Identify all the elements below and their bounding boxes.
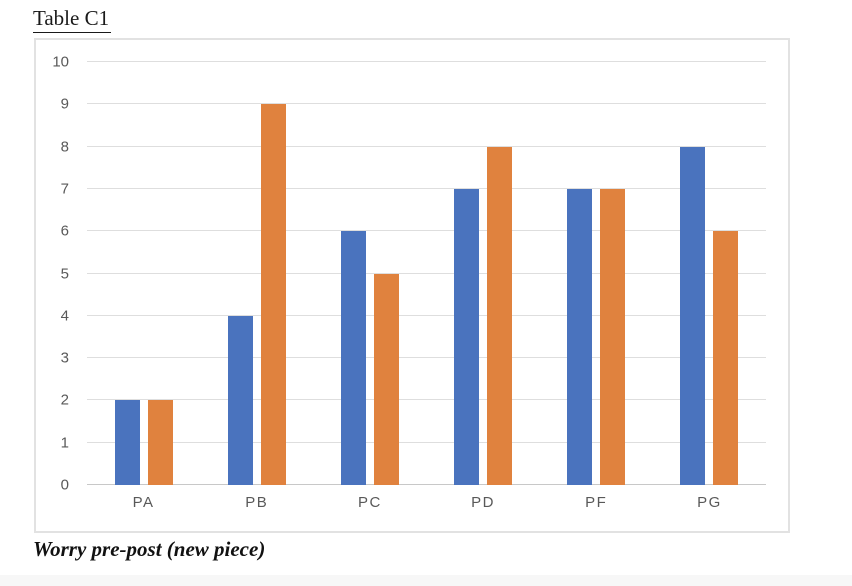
y-tick-label: 7	[60, 180, 69, 198]
bar-post	[600, 188, 626, 485]
y-tick-label: 4	[60, 307, 69, 325]
y-tick-label: 1	[60, 434, 69, 452]
bar-group	[200, 62, 313, 485]
y-tick-label: 5	[60, 265, 69, 282]
figure-title: Table C1	[33, 6, 112, 33]
gridline	[87, 61, 766, 62]
gridline	[87, 145, 766, 147]
gridline	[87, 441, 766, 443]
bar-group	[87, 62, 200, 485]
bar-group	[313, 62, 426, 485]
gridline	[87, 272, 766, 274]
x-axis-label: PA	[132, 494, 155, 511]
bar-post	[147, 400, 173, 485]
chart-frame: 0 1 2 3 4 5 6 7 8 9 10 PA PB PC PD PF PG	[34, 38, 790, 533]
bar-pre	[340, 231, 366, 485]
footer-strip	[0, 575, 852, 586]
bar-pre	[567, 188, 593, 485]
y-tick-label: 9	[60, 95, 69, 113]
x-axis-label: PD	[471, 494, 495, 511]
figure-caption: Worry pre-post (new piece)	[33, 537, 266, 561]
gridline	[87, 357, 766, 359]
y-tick-label: 2	[60, 391, 69, 409]
x-axis-label: PG	[697, 494, 722, 511]
y-tick-label: 0	[60, 476, 69, 494]
x-axis-label: PF	[585, 494, 608, 511]
x-axis-label: PC	[357, 494, 382, 511]
x-axis-line	[87, 484, 766, 485]
bar-pre	[454, 188, 480, 485]
y-tick-label: 8	[60, 138, 69, 156]
gridline	[87, 230, 766, 232]
gridline	[87, 399, 766, 401]
y-tick-label: 6	[60, 222, 69, 240]
plot-area: 0 1 2 3 4 5 6 7 8 9 10 PA PB PC PD PF PG	[52, 55, 766, 511]
bar-group	[653, 62, 766, 485]
y-tick-label: 3	[60, 349, 69, 367]
gridline	[87, 187, 766, 189]
bar-pre	[227, 315, 253, 485]
bar-post	[487, 146, 513, 485]
bar-post	[373, 273, 399, 485]
gridline	[87, 103, 766, 105]
y-tick-label: 10	[52, 53, 69, 71]
x-axis-label: PB	[245, 494, 269, 511]
bar-pre	[114, 400, 140, 485]
bar-post	[713, 231, 739, 485]
bar-post	[260, 104, 286, 485]
bar-pre	[680, 146, 706, 485]
bar-group	[540, 62, 653, 485]
bar-group	[427, 62, 540, 485]
gridline	[87, 314, 766, 316]
